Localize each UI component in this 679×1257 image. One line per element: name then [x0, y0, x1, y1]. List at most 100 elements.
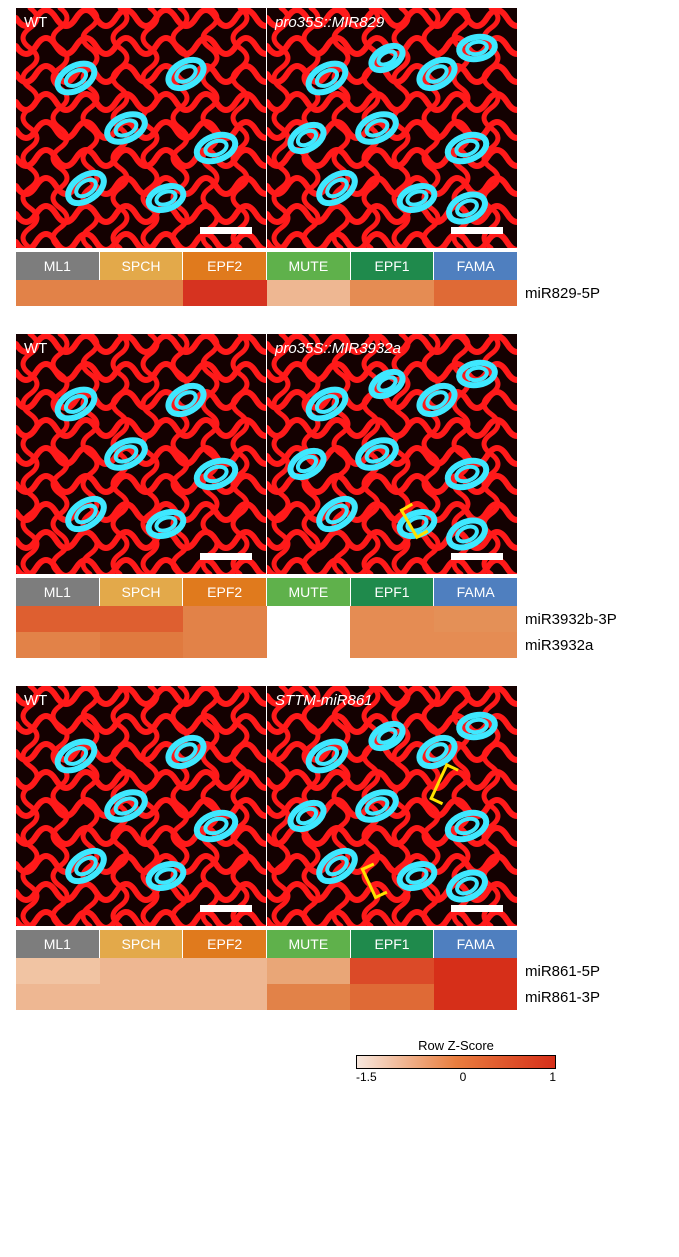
heatmap-cell: [267, 632, 351, 658]
heatmap-table: [16, 606, 517, 658]
gene-header-cell: SPCH: [100, 578, 184, 606]
heatmap-cell: [16, 280, 100, 306]
heatmap-cell: [434, 280, 518, 306]
scale-bar: [451, 553, 503, 560]
heatmap-cell: [183, 606, 267, 632]
gene-header-cell: EPF2: [183, 578, 267, 606]
scale-bar: [200, 227, 252, 234]
gene-header-cell: EPF1: [351, 930, 435, 958]
gene-header-cell: EPF1: [351, 252, 435, 280]
gene-header-cell: MUTE: [267, 578, 351, 606]
micrograph-label: WT: [24, 692, 47, 709]
micrograph-wt: WT: [16, 686, 266, 926]
micrograph-row: WT pro35S::MIR3932a: [16, 334, 679, 574]
gene-header-cell: SPCH: [100, 930, 184, 958]
heatmap-cell: [434, 632, 518, 658]
heatmap-cell: [350, 280, 434, 306]
heatmap-cell: [267, 606, 351, 632]
gene-header-cell: ML1: [16, 578, 100, 606]
micrograph-label: STTM-miR861: [275, 692, 373, 709]
heatmap-cell: [350, 958, 434, 984]
figure-panel: WT pro35S::MIR829ML1SPCHEPF2MUTEEPF1FAMA…: [16, 8, 679, 306]
figure-panel: WT STTM-miR861ML1SPCHEPF2MUTEEPF1FAMAmiR…: [16, 686, 679, 1010]
micrograph-label: pro35S::MIR3932a: [275, 340, 401, 357]
heatmap-row: [16, 958, 517, 984]
gene-header-row: ML1SPCHEPF2MUTEEPF1FAMA: [16, 578, 517, 606]
heatmap-cell: [16, 606, 100, 632]
heatmap-row-labels: miR829-5P: [517, 280, 600, 306]
gene-header-cell: EPF2: [183, 252, 267, 280]
heatmap-wrap: miR861-5PmiR861-3P: [16, 958, 679, 1010]
heatmap-cell: [434, 984, 518, 1010]
gene-header-cell: FAMA: [434, 578, 517, 606]
heatmap-row: [16, 632, 517, 658]
heatmap-table: [16, 958, 517, 1010]
micrograph-mutant: STTM-miR861: [267, 686, 517, 926]
heatmap-cell: [267, 958, 351, 984]
heatmap-row-labels: miR3932b-3PmiR3932a: [517, 606, 617, 658]
mirna-label: miR861-5P: [525, 958, 600, 984]
heatmap-table: [16, 280, 517, 306]
gene-header-cell: EPF1: [351, 578, 435, 606]
heatmap-cell: [183, 280, 267, 306]
heatmap-cell: [183, 984, 267, 1010]
micrograph-label: pro35S::MIR829: [275, 14, 384, 31]
legend-title: Row Z-Score: [356, 1038, 556, 1053]
heatmap-wrap: miR3932b-3PmiR3932a: [16, 606, 679, 658]
heatmap-cell: [16, 632, 100, 658]
heatmap-cell: [100, 632, 184, 658]
heatmap-cell: [100, 984, 184, 1010]
gene-header-cell: ML1: [16, 930, 100, 958]
legend-tick-max: 1: [549, 1070, 556, 1084]
scale-bar: [200, 553, 252, 560]
heatmap-cell: [434, 958, 518, 984]
heatmap-cell: [183, 958, 267, 984]
scale-bar: [200, 905, 252, 912]
micrograph-row: WT pro35S::MIR829: [16, 8, 679, 248]
micrograph-label: WT: [24, 340, 47, 357]
heatmap-row: [16, 984, 517, 1010]
gene-header-cell: SPCH: [100, 252, 184, 280]
heatmap-cell: [350, 984, 434, 1010]
heatmap-row-labels: miR861-5PmiR861-3P: [517, 958, 600, 1010]
scale-bar: [451, 905, 503, 912]
heatmap-cell: [100, 606, 184, 632]
mirna-label: miR861-3P: [525, 984, 600, 1010]
micrograph-wt: WT: [16, 8, 266, 248]
gene-header-cell: FAMA: [434, 252, 517, 280]
mirna-label: miR3932b-3P: [525, 606, 617, 632]
scale-bar: [451, 227, 503, 234]
color-scale-legend: Row Z-Score -1.5 0 1: [356, 1038, 556, 1084]
heatmap-row: [16, 606, 517, 632]
legend-gradient-bar: [356, 1055, 556, 1069]
heatmap-cell: [350, 606, 434, 632]
micrograph-label: WT: [24, 14, 47, 31]
legend-ticks: -1.5 0 1: [356, 1070, 556, 1084]
gene-header-cell: EPF2: [183, 930, 267, 958]
gene-header-cell: MUTE: [267, 252, 351, 280]
gene-header-row: ML1SPCHEPF2MUTEEPF1FAMA: [16, 930, 517, 958]
gene-header-row: ML1SPCHEPF2MUTEEPF1FAMA: [16, 252, 517, 280]
heatmap-cell: [267, 984, 351, 1010]
legend-tick-mid: 0: [460, 1070, 467, 1084]
heatmap-cell: [100, 280, 184, 306]
micrograph-mutant: pro35S::MIR3932a: [267, 334, 517, 574]
micrograph-wt: WT: [16, 334, 266, 574]
gene-header-cell: ML1: [16, 252, 100, 280]
legend-tick-min: -1.5: [356, 1070, 377, 1084]
mirna-label: miR3932a: [525, 632, 617, 658]
mirna-label: miR829-5P: [525, 280, 600, 306]
heatmap-cell: [350, 632, 434, 658]
micrograph-mutant: pro35S::MIR829: [267, 8, 517, 248]
heatmap-cell: [183, 632, 267, 658]
figure-panel: WT pro35S::MIR3932aML1SPCHEPF2MUTEEPF1FA…: [16, 334, 679, 658]
gene-header-cell: FAMA: [434, 930, 517, 958]
heatmap-cell: [434, 606, 518, 632]
heatmap-cell: [16, 984, 100, 1010]
micrograph-row: WT STTM-miR861: [16, 686, 679, 926]
heatmap-row: [16, 280, 517, 306]
heatmap-cell: [267, 280, 351, 306]
gene-header-cell: MUTE: [267, 930, 351, 958]
heatmap-cell: [100, 958, 184, 984]
heatmap-cell: [16, 958, 100, 984]
